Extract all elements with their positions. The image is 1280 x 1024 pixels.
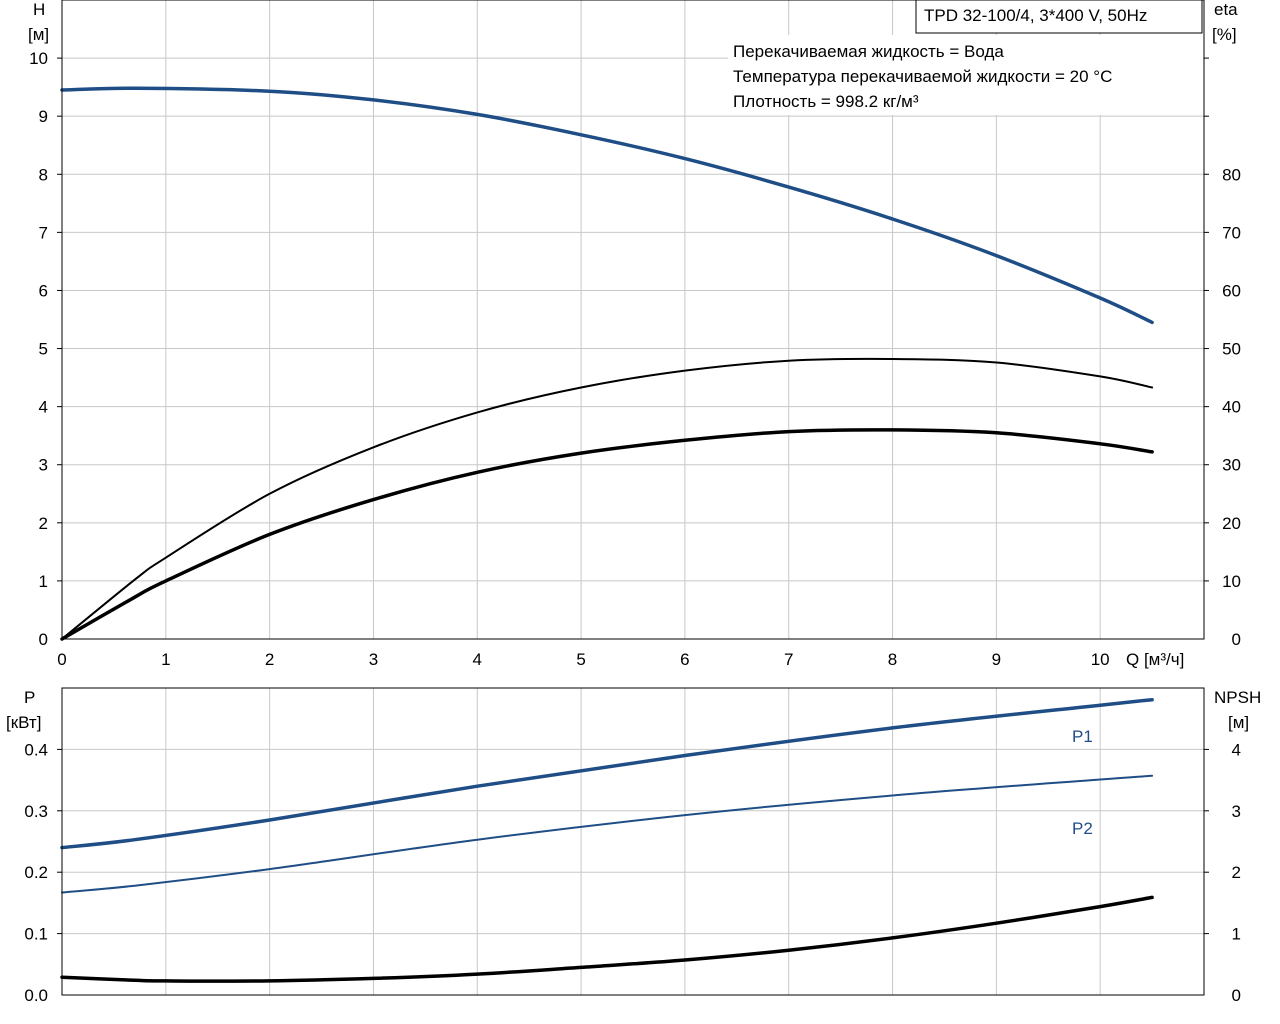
y-left-tick-label: 2 (39, 514, 48, 533)
h-axis-unit: [м] (28, 25, 49, 44)
curve-eta-total (60, 428, 1154, 641)
x-tick-label: 6 (680, 650, 689, 669)
x-tick-label: 8 (888, 650, 897, 669)
y-left-tick-label: 3 (39, 456, 48, 475)
upper-curves (60, 86, 1154, 641)
p1-series-label: P1 (1072, 727, 1093, 746)
y-left-tick-label: 0.1 (24, 925, 48, 944)
y-right-tick-label: 3 (1232, 802, 1241, 821)
info-line-1: Перекачиваемая жидкость = Вода (733, 42, 1004, 61)
y-left-tick-label: 6 (39, 281, 48, 300)
lower-curves (60, 697, 1154, 983)
y-left-tick-label: 7 (39, 223, 48, 242)
y-right-tick-label: 0 (1232, 630, 1241, 649)
npsh-axis-unit: [м] (1228, 713, 1249, 732)
y-right-tick-label: 80 (1222, 165, 1241, 184)
title-box (915, 0, 1203, 34)
x-tick-label: 2 (265, 650, 274, 669)
y-right-tick-label: 70 (1222, 223, 1241, 242)
info-backdrop (728, 35, 1203, 115)
x-tick-label: 0 (57, 650, 66, 669)
x-tick-label: 7 (784, 650, 793, 669)
p-axis-unit: [кВт] (6, 713, 41, 732)
x-tick-label: 9 (992, 650, 1001, 669)
p2-series-label: P2 (1072, 819, 1093, 838)
y-right-tick-label: 10 (1222, 572, 1241, 591)
y-right-tick-label: 50 (1222, 340, 1241, 359)
y-right-tick-label: 30 (1222, 456, 1241, 475)
curve-p1 (60, 697, 1154, 850)
y-right-tick-label: 0 (1232, 986, 1241, 1005)
y-left-tick-label: 0.2 (24, 863, 48, 882)
info-line-2: Температура перекачиваемой жидкости = 20… (733, 67, 1112, 86)
p-axis-label: P (24, 688, 35, 707)
y-right-tick-label: 20 (1222, 514, 1241, 533)
x-tick-label: 3 (369, 650, 378, 669)
y-left-tick-label: 0.4 (24, 740, 48, 759)
y-left-tick-label: 4 (39, 398, 48, 417)
info-line-3: Плотность = 998.2 кг/м³ (733, 92, 919, 111)
curve-p2 (61, 774, 1154, 894)
eta-axis-label: eta (1214, 0, 1238, 19)
y-left-tick-label: 5 (39, 340, 48, 359)
y-left-tick-label: 9 (39, 107, 48, 126)
lower-ticks: 0.0 0.1 0.2 0.3 0.4 0 1 2 3 4 (24, 740, 1241, 1005)
y-left-tick-label: 0.0 (24, 986, 48, 1005)
upper-grid (62, 0, 1204, 639)
y-right-tick-label: 2 (1232, 863, 1241, 882)
curve-npsh (60, 895, 1154, 983)
curve-eta (61, 357, 1154, 640)
y-left-tick-label: 0 (39, 630, 48, 649)
eta-axis-unit: [%] (1212, 25, 1237, 44)
y-left-tick-label: 1 (39, 572, 48, 591)
npsh-axis-label: NPSH (1214, 688, 1261, 707)
x-tick-label: 4 (473, 650, 482, 669)
title-text: TPD 32-100/4, 3*400 V, 50Hz (924, 6, 1147, 25)
y-left-tick-label: 8 (39, 165, 48, 184)
upper-plot-frame (61, 0, 1205, 640)
y-right-tick-label: 1 (1232, 925, 1241, 944)
x-tick-label: 10 (1091, 650, 1110, 669)
x-tick-label: 1 (161, 650, 170, 669)
upper-ticks: 0 1 2 3 4 5 6 7 8 9 10 0 10 20 30 40 50 60 70 80 0 1 2 3 4 5 6 7 8 9 1… (29, 49, 1241, 669)
curve-h (60, 86, 1154, 325)
y-left-tick-label: 0.3 (24, 802, 48, 821)
y-left-tick-label: 10 (29, 49, 48, 68)
x-tick-label: 5 (576, 650, 585, 669)
y-right-tick-label: 40 (1222, 398, 1241, 417)
y-right-tick-label: 4 (1232, 740, 1241, 759)
lower-grid (62, 688, 1204, 995)
lower-plot-frame (61, 687, 1205, 996)
q-axis-label: Q [м³/ч] (1126, 650, 1184, 669)
h-axis-label: H (33, 0, 45, 19)
y-right-tick-label: 60 (1222, 281, 1241, 300)
